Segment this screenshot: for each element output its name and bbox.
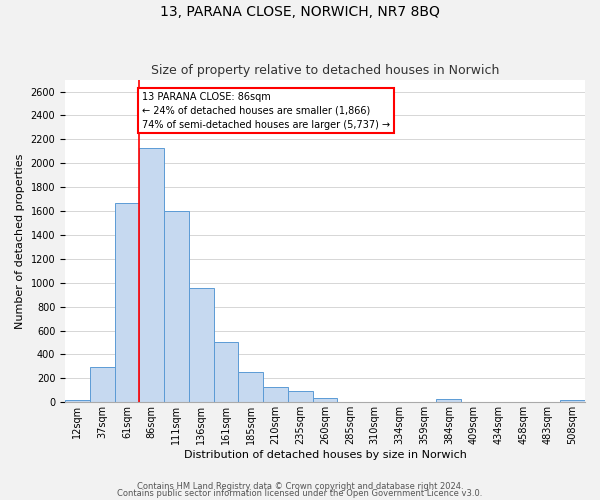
Bar: [164, 211, 189, 402]
Bar: [560, 400, 585, 402]
Bar: [65, 400, 90, 402]
Text: Contains HM Land Registry data © Crown copyright and database right 2024.: Contains HM Land Registry data © Crown c…: [137, 482, 463, 491]
Bar: [238, 372, 263, 402]
Text: 13 PARANA CLOSE: 86sqm
← 24% of detached houses are smaller (1,866)
74% of semi-: 13 PARANA CLOSE: 86sqm ← 24% of detached…: [142, 92, 390, 130]
Y-axis label: Number of detached properties: Number of detached properties: [15, 153, 25, 328]
Bar: [214, 342, 238, 402]
Text: 13, PARANA CLOSE, NORWICH, NR7 8BQ: 13, PARANA CLOSE, NORWICH, NR7 8BQ: [160, 5, 440, 19]
Bar: [436, 398, 461, 402]
Bar: [288, 391, 313, 402]
Title: Size of property relative to detached houses in Norwich: Size of property relative to detached ho…: [151, 64, 499, 77]
Bar: [313, 398, 337, 402]
Bar: [263, 388, 288, 402]
Text: Contains public sector information licensed under the Open Government Licence v3: Contains public sector information licen…: [118, 489, 482, 498]
Bar: [189, 288, 214, 403]
Bar: [90, 367, 115, 402]
Bar: [139, 148, 164, 402]
Bar: [115, 204, 139, 402]
X-axis label: Distribution of detached houses by size in Norwich: Distribution of detached houses by size …: [184, 450, 466, 460]
